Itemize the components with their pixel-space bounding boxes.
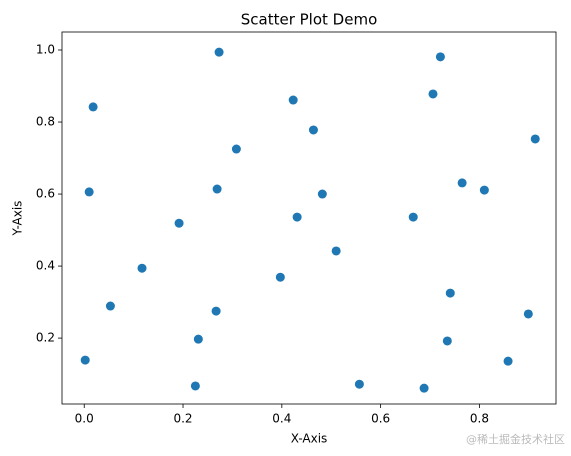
point	[479, 185, 489, 195]
x-tick-label: 0.8	[470, 412, 489, 426]
point	[457, 178, 467, 188]
x-tick-label: 0.0	[75, 412, 94, 426]
y-axis-label: Y-Axis	[11, 201, 25, 237]
point	[523, 309, 533, 319]
point	[419, 383, 429, 393]
point	[408, 212, 418, 222]
point	[292, 212, 302, 222]
x-tick-label: 0.6	[371, 412, 390, 426]
point	[80, 355, 90, 365]
point	[105, 301, 115, 311]
point	[190, 381, 200, 391]
y-tick-label: 0.6	[36, 187, 55, 201]
y-tick-label: 0.8	[36, 115, 55, 129]
point	[211, 306, 221, 316]
y-tick-label: 1.0	[36, 43, 55, 57]
point	[331, 246, 341, 256]
point	[308, 125, 318, 135]
point	[354, 379, 364, 389]
point	[137, 263, 147, 273]
point	[428, 89, 438, 99]
point	[435, 52, 445, 62]
point	[212, 184, 222, 194]
point	[275, 272, 285, 282]
y-tick-label: 0.2	[36, 331, 55, 345]
point	[174, 218, 184, 228]
x-axis-label: X-Axis	[291, 432, 328, 446]
point	[214, 47, 224, 57]
point	[317, 189, 327, 199]
point	[530, 134, 540, 144]
point	[88, 102, 98, 112]
point	[503, 356, 513, 366]
x-tick-label: 0.2	[173, 412, 192, 426]
x-tick-label: 0.4	[272, 412, 291, 426]
chart-title: Scatter Plot Demo	[241, 11, 378, 29]
point	[84, 187, 94, 197]
point	[442, 336, 452, 346]
point	[445, 288, 455, 298]
y-tick-label: 0.4	[36, 259, 55, 273]
point	[231, 144, 241, 154]
point	[288, 95, 298, 105]
axes-frame	[61, 31, 557, 405]
point	[193, 334, 203, 344]
watermark: @稀土掘金技术社区	[466, 432, 565, 446]
